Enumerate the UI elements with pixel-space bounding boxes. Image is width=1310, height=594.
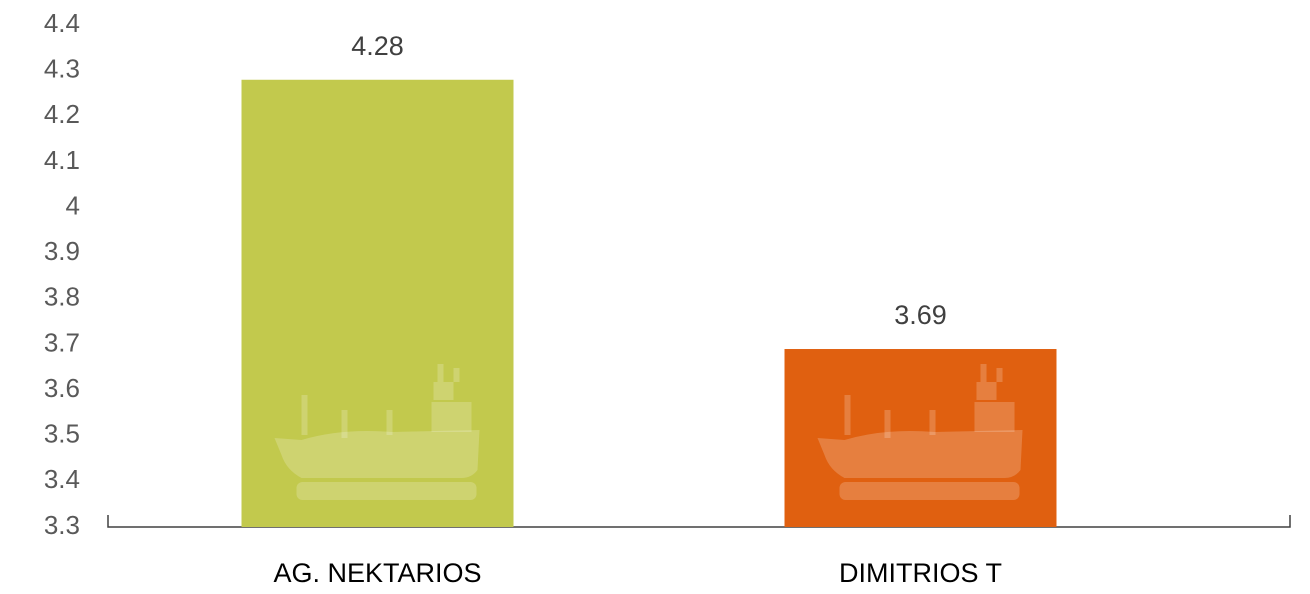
x-tick-label: DIMITRIOS T bbox=[839, 558, 1002, 588]
y-tick-label: 3.3 bbox=[44, 510, 80, 540]
ship-icon bbox=[274, 364, 480, 500]
value-label: 4.28 bbox=[351, 31, 404, 61]
y-tick-label: 3.5 bbox=[44, 419, 80, 449]
bar bbox=[241, 79, 514, 527]
ship-crane bbox=[929, 410, 936, 435]
ship-crane bbox=[386, 410, 393, 435]
y-tick-label: 4.4 bbox=[44, 8, 80, 38]
y-tick-label: 3.6 bbox=[44, 373, 80, 403]
y-tick-label: 4.2 bbox=[44, 99, 80, 129]
y-tick-label: 3.4 bbox=[44, 464, 80, 494]
y-tick-label: 3.9 bbox=[44, 236, 80, 266]
x-axis bbox=[107, 515, 1291, 528]
ship-hull bbox=[274, 430, 480, 478]
ship-top bbox=[433, 382, 454, 400]
ship-icon bbox=[817, 364, 1023, 500]
ship-stack bbox=[980, 364, 987, 382]
ship-top bbox=[976, 382, 997, 400]
ship-hull bbox=[817, 430, 1023, 478]
ship-bridge bbox=[974, 402, 1015, 432]
y-tick-label: 4.1 bbox=[44, 145, 80, 175]
ship-stack bbox=[996, 368, 1003, 382]
y-tick-label: 4.3 bbox=[44, 54, 80, 84]
ship-crane bbox=[341, 410, 348, 438]
ship-stack bbox=[437, 364, 444, 382]
ship-stack bbox=[453, 368, 460, 382]
y-tick-label: 4 bbox=[66, 190, 80, 220]
ship-crane bbox=[884, 410, 891, 438]
ship-bridge bbox=[431, 402, 472, 432]
x-tick-label: AG. NEKTARIOS bbox=[273, 558, 481, 588]
value-label: 3.69 bbox=[894, 300, 947, 330]
ship-base bbox=[839, 482, 1020, 500]
y-tick-label: 3.8 bbox=[44, 282, 80, 312]
ship-crane bbox=[844, 395, 851, 435]
y-tick-label: 3.7 bbox=[44, 327, 80, 357]
ship-base bbox=[296, 482, 477, 500]
bar bbox=[784, 349, 1057, 527]
ship-crane bbox=[301, 395, 308, 435]
